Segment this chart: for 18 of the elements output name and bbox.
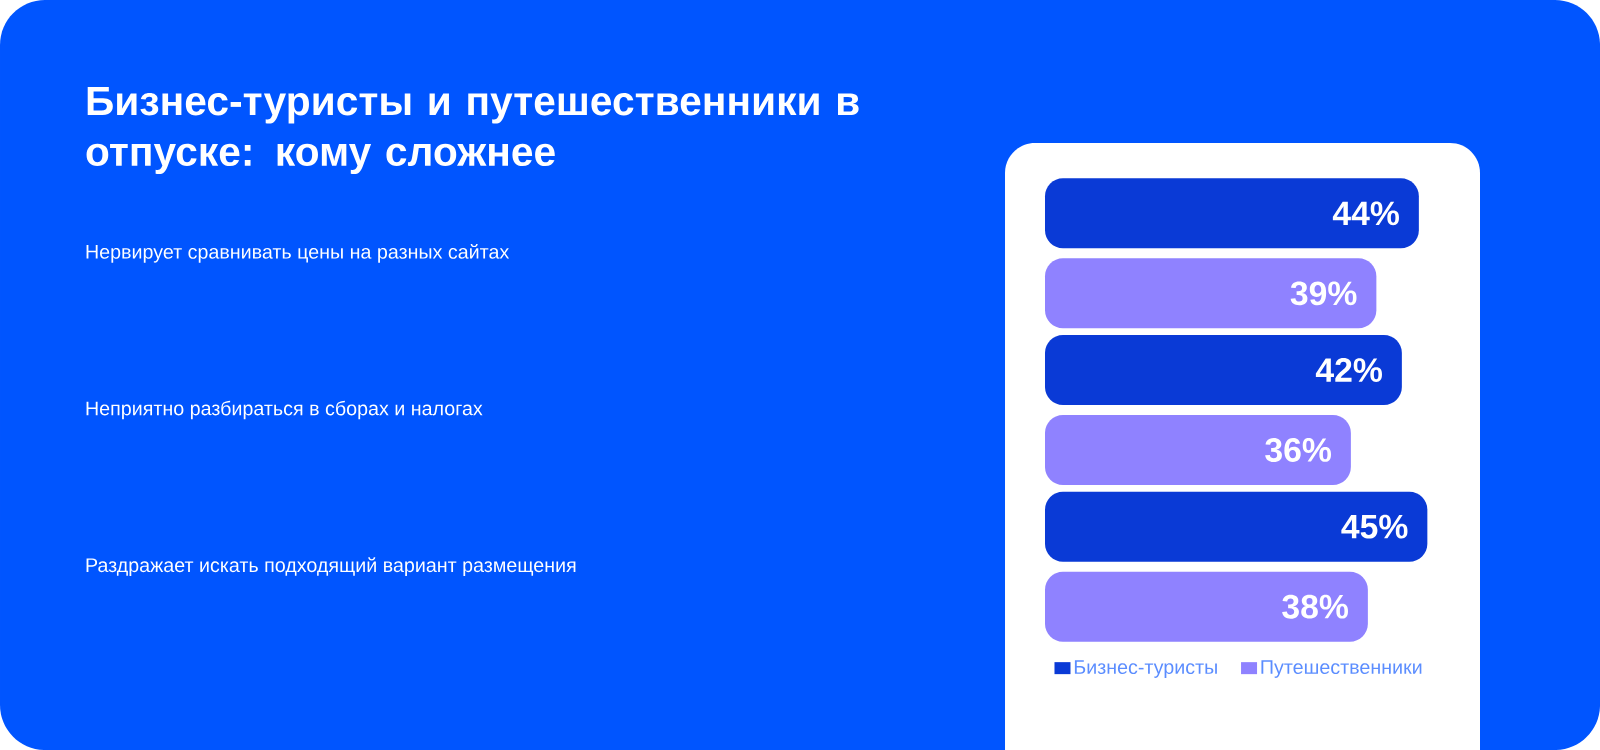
text: Бизнес-туристы и путешественники в отпуске: кому сложнее	[86, 86, 859, 175]
legend-label: Бизнес-туристы	[1074, 660, 1217, 678]
data-label: 39%	[1290, 281, 1357, 306]
data-label: 45%	[1341, 514, 1408, 539]
y-tick-label: Раздражает искать подходящий вариант размещения	[86, 557, 576, 577]
bar	[1045, 491, 1428, 562]
data-label: 44%	[1332, 201, 1399, 226]
bar	[1045, 335, 1402, 406]
bar	[1045, 178, 1419, 249]
bar	[1045, 415, 1351, 486]
data-label: 42%	[1315, 358, 1382, 382]
legend-label: Путешественники	[1261, 660, 1422, 678]
data-label: 38%	[1282, 594, 1348, 619]
bar	[1045, 571, 1368, 642]
bar	[1045, 258, 1377, 329]
data-label: 36%	[1265, 438, 1332, 462]
y-tick-label: Неприятно разбираться в сборах и налогах	[86, 400, 483, 420]
y-tick-label: Нервирует сравнивать цены на разных сайтах	[86, 243, 510, 263]
